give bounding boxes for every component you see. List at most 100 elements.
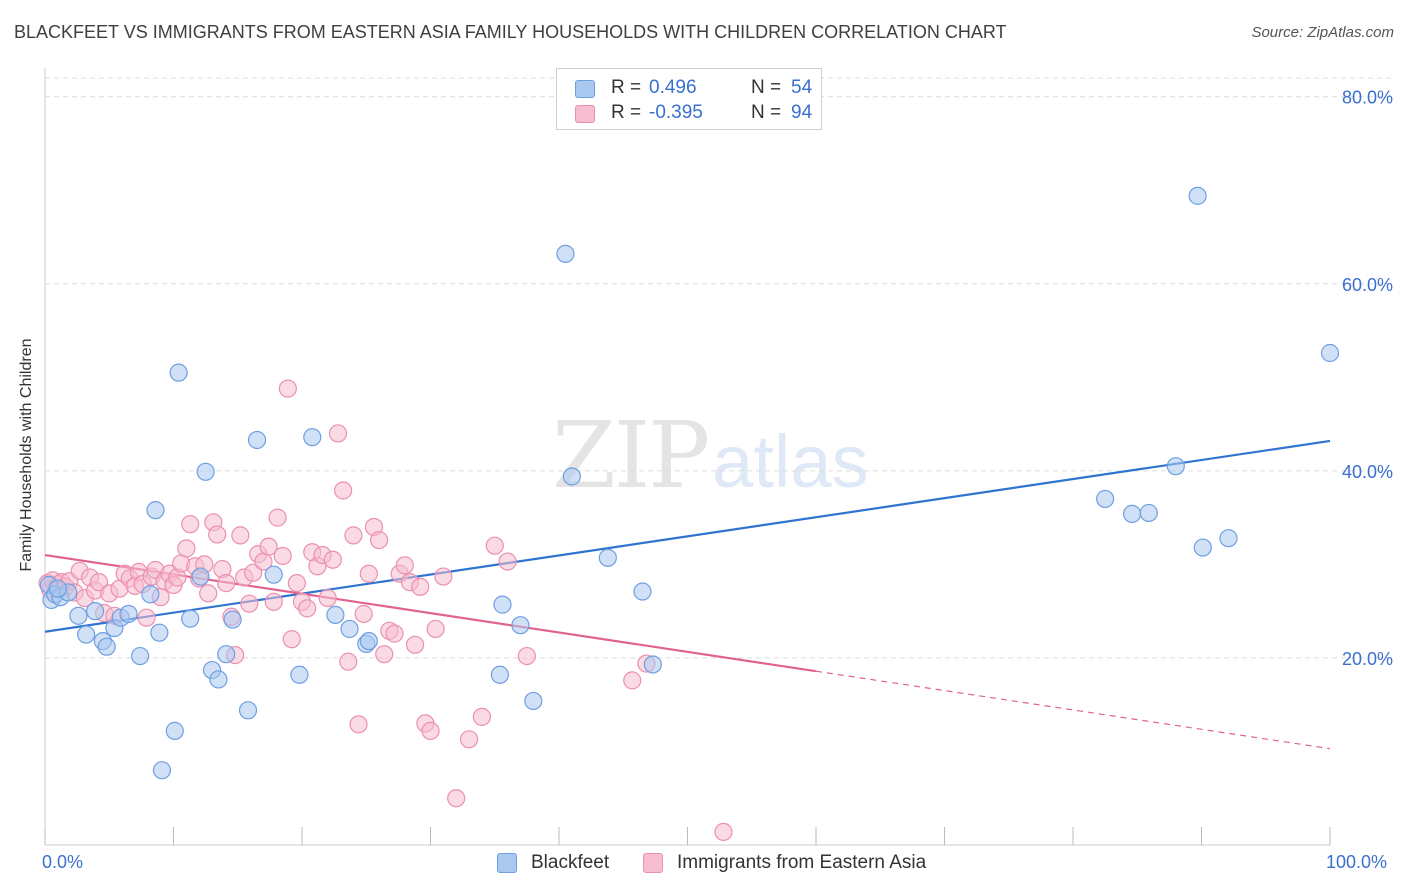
- eastern-asia-point: [411, 577, 430, 596]
- eastern-asia-point: [349, 715, 368, 734]
- eastern-asia-point: [323, 550, 342, 569]
- blackfeet-point: [209, 670, 228, 689]
- eastern-asia-point: [282, 630, 301, 649]
- eastern-asia-point: [89, 573, 109, 592]
- eastern-asia-point: [244, 563, 263, 582]
- blackfeet-point: [86, 602, 105, 621]
- blackfeet-point: [169, 363, 188, 382]
- eastern-asia-point: [334, 481, 353, 500]
- eastern-asia-point: [208, 525, 227, 544]
- stats-legend: R = 0.496 N = 54 R = -0.395 N = 94: [556, 68, 822, 130]
- eastern-asia-point: [421, 721, 440, 740]
- blackfeet-point: [556, 244, 575, 263]
- blackfeet-point: [150, 623, 169, 642]
- blackfeet-point: [340, 619, 359, 639]
- chart-title: BLACKFEET VS IMMIGRANTS FROM EASTERN ASI…: [14, 22, 1007, 42]
- blackfeet-point: [130, 646, 150, 666]
- blackfeet-point: [77, 625, 96, 644]
- eastern-asia-point: [459, 730, 479, 749]
- y-tick-label: 60.0%: [1342, 275, 1393, 295]
- blackfeet-point: [238, 701, 258, 720]
- blackfeet-legend-swatch: [497, 853, 517, 873]
- x-tick-label-min: 0.0%: [42, 852, 84, 872]
- series-blackfeet-points: [39, 186, 1340, 780]
- blackfeet-point: [191, 567, 210, 586]
- blackfeet-point: [69, 606, 88, 625]
- eastern-asia-point: [264, 592, 283, 611]
- eastern-asia-point: [405, 635, 425, 654]
- watermark-zip: ZIP: [552, 402, 710, 509]
- eastern-asia-swatch: [575, 105, 595, 123]
- eastern-asia-point: [199, 584, 218, 603]
- blackfeet-point: [223, 610, 242, 629]
- eastern-asia-point: [395, 556, 414, 575]
- eastern-asia-point: [370, 530, 389, 550]
- eastern-asia-point: [472, 707, 491, 726]
- eastern-asia-point: [354, 604, 373, 624]
- blackfeet-point: [598, 548, 617, 567]
- blackfeet-point: [141, 585, 160, 604]
- blackfeet-point: [562, 467, 581, 486]
- blackfeet-point: [633, 582, 652, 601]
- blackfeet-point: [1139, 503, 1158, 523]
- blackfeet-point: [48, 579, 67, 598]
- blackfeet-point: [1166, 457, 1185, 476]
- eastern-asia-point: [268, 508, 287, 527]
- eastern-asia-point: [447, 789, 466, 808]
- trend-lines: [44, 439, 1331, 750]
- blackfeet-point: [146, 501, 165, 520]
- y-tick-label: 80.0%: [1342, 88, 1393, 108]
- n-label: N =: [751, 102, 782, 123]
- eastern-asia-legend-swatch: [643, 853, 663, 873]
- eastern-asia-point: [434, 567, 453, 586]
- axes: [44, 68, 1331, 846]
- eastern-asia-point: [217, 573, 236, 593]
- blackfeet-point: [1193, 538, 1212, 557]
- n-value: 54: [791, 77, 813, 98]
- eastern-asia-point: [339, 652, 358, 671]
- blackfeet-point: [217, 645, 236, 664]
- n-label: N =: [751, 77, 782, 98]
- blackfeet-point: [97, 637, 116, 656]
- eastern-asia-point: [485, 536, 504, 555]
- eastern-asia-point: [273, 546, 292, 566]
- blackfeet-point: [119, 604, 138, 624]
- eastern-asia-point: [298, 599, 317, 618]
- eastern-asia-point: [231, 526, 250, 545]
- blackfeet-point: [493, 595, 512, 614]
- x-tick-label-max: 100.0%: [1326, 852, 1388, 872]
- legend-label: Immigrants from Eastern Asia: [677, 852, 927, 873]
- eastern-asia-point: [328, 424, 348, 443]
- blackfeet-swatch: [575, 80, 595, 98]
- blackfeet-point: [196, 462, 215, 481]
- eastern-asia-point: [359, 564, 378, 583]
- eastern-asia-point: [375, 645, 394, 664]
- blackfeet-point: [152, 761, 172, 780]
- legend-label: Blackfeet: [531, 852, 610, 873]
- blackfeet-point: [1219, 529, 1238, 548]
- eastern-asia-point: [259, 537, 278, 556]
- eastern-asia-point: [318, 588, 337, 608]
- blackfeet-point: [326, 605, 345, 625]
- blackfeet-point: [247, 430, 267, 450]
- trend-line-dashed: [815, 670, 1331, 750]
- blackfeet-point: [643, 655, 662, 674]
- eastern-asia-point: [278, 379, 297, 398]
- series-eastern-asia-points: [38, 379, 733, 842]
- y-tick-label: 40.0%: [1342, 462, 1393, 482]
- n-value: 94: [791, 102, 813, 123]
- eastern-asia-point: [498, 552, 517, 571]
- eastern-asia-point: [137, 608, 156, 627]
- blackfeet-point: [1188, 186, 1207, 205]
- eastern-asia-point: [181, 515, 200, 534]
- blackfeet-point: [290, 665, 309, 684]
- eastern-asia-point: [623, 671, 642, 690]
- r-value: 0.496: [649, 77, 697, 98]
- eastern-asia-point: [517, 646, 536, 666]
- eastern-asia-point: [714, 822, 733, 842]
- r-label: R =: [611, 102, 642, 123]
- r-value: -0.395: [649, 102, 703, 123]
- source-credit: Source: ZipAtlas.com: [1251, 24, 1394, 41]
- y-tick-labels: 20.0% 40.0% 60.0% 80.0%: [1342, 88, 1393, 669]
- blackfeet-point: [165, 721, 184, 740]
